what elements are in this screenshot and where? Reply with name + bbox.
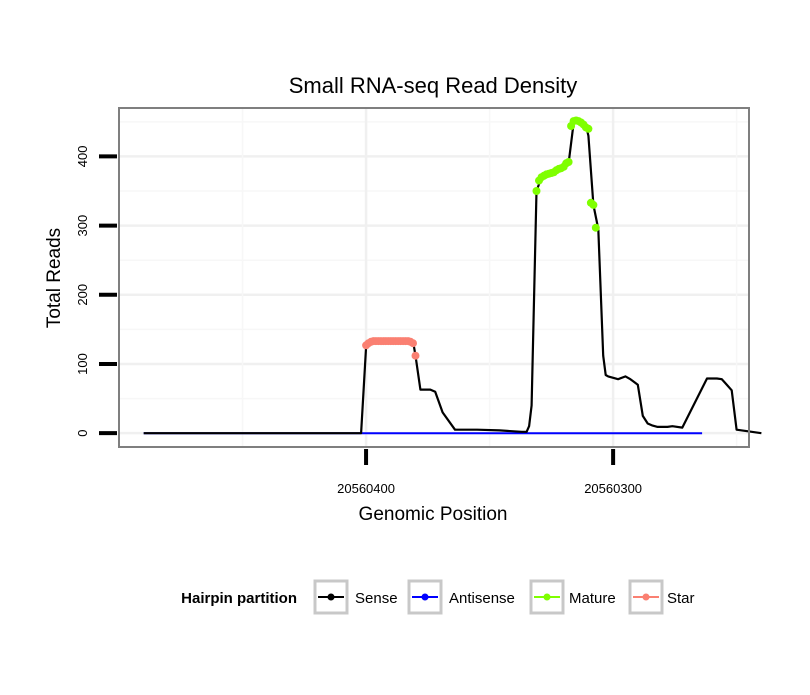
y-tick-label: 100 [75,353,90,375]
x-tick-label: 20560300 [584,481,642,496]
legend-item-antisense: Antisense [407,579,515,615]
x-axis-label: Genomic Position [359,504,508,525]
legend-label: Mature [569,590,616,607]
y-axis: 0 100 200 300 400 [75,146,117,437]
y-tick-label: 300 [75,215,90,237]
series-layer [143,116,762,435]
plot-border [118,107,750,448]
legend-key-point [421,593,429,601]
chart-title: Small RNA-seq Read Density [289,73,578,98]
y-axis-label: Total Reads [44,228,65,328]
plot-background [119,108,749,447]
point-star [409,339,417,348]
legend-item-mature: Mature [529,579,616,615]
x-axis: 20560400 20560300 [337,449,642,496]
point-star [411,351,420,360]
point-mature [589,200,598,209]
y-tick-label: 0 [75,430,90,437]
legend-key-point [327,593,335,601]
legend-key-point [543,593,551,601]
legend-item-sense: Sense [313,579,398,615]
point-mature [532,187,541,195]
y-tick-label: 400 [75,146,90,168]
point-mature [564,158,573,166]
legend-items: Sense Antisense Mature Star [313,579,695,615]
legend: Hairpin partition Sense Antisense Mature St… [181,579,695,615]
legend-key-point [642,593,650,601]
x-tick-label: 20560400 [337,481,395,496]
legend-label: Antisense [449,590,515,607]
point-mature [584,124,593,133]
legend-label: Sense [355,590,398,607]
legend-title: Hairpin partition [181,590,297,607]
legend-label: Star [667,590,695,607]
legend-item-star: Star [628,579,695,615]
y-tick-label: 200 [75,284,90,306]
point-mature [591,223,600,232]
